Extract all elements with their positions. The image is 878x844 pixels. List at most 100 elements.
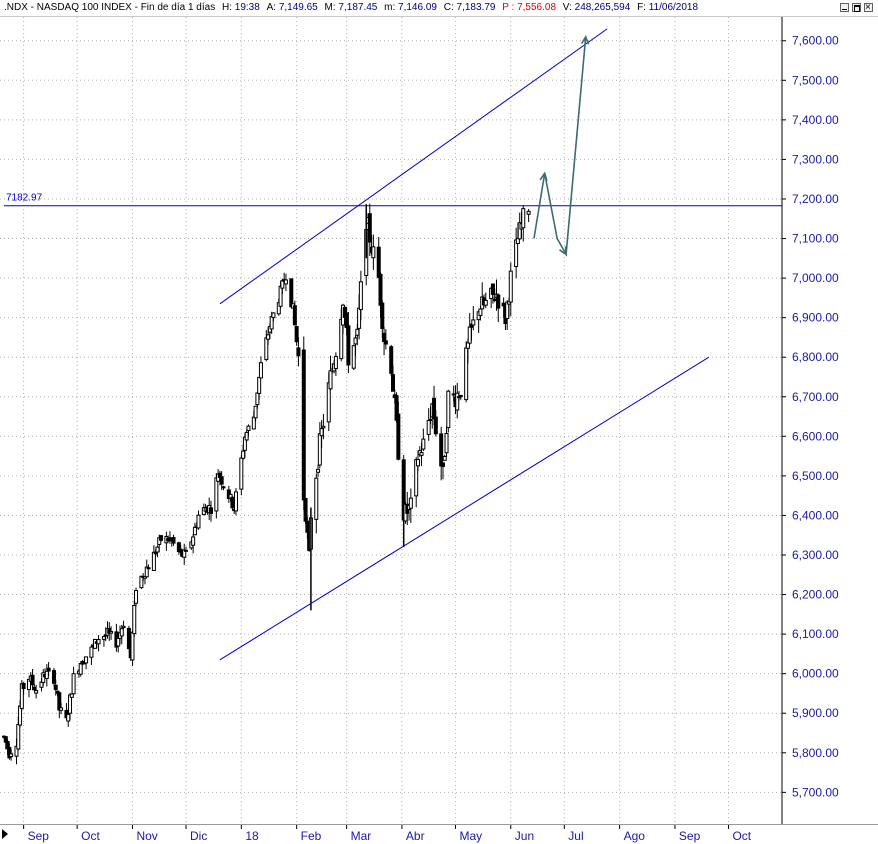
candle-body <box>246 425 251 431</box>
volume-value: 248,265,594 <box>574 2 631 13</box>
p-value: 7,556.08 <box>517 2 557 13</box>
hour-label: H: <box>221 2 232 13</box>
chart-title-bar: .NDX - NASDAQ 100 INDEX - Fin de día 1 d… <box>0 0 878 17</box>
x-axis: Sep Oct Nov Dic 18 Feb Mar Abr May Jun Jul Ago Sep Oc… <box>23 825 752 843</box>
candle-body <box>378 273 383 306</box>
y-tick-label: 7,300.00 <box>792 152 839 166</box>
candle-body <box>241 450 246 459</box>
x-axis-bar: Sep Oct Nov Dic 18 Feb Mar Abr May Jun Jul Ago Sep Oc… <box>0 824 878 844</box>
candle-body <box>492 298 497 301</box>
candle-body <box>253 405 258 419</box>
candle-body <box>219 476 224 485</box>
y-tick-label: 7,100.00 <box>792 232 839 246</box>
symbol-label: .NDX - NASDAQ 100 INDEX - Fin de día 1 d… <box>4 2 216 13</box>
candle-body <box>458 394 463 398</box>
candle-body <box>380 302 385 329</box>
candle-body <box>21 682 26 690</box>
candle-body <box>96 639 101 645</box>
candle-body <box>130 631 135 661</box>
candle-body <box>44 670 49 679</box>
candle-body <box>478 308 483 316</box>
channel-lower-line <box>219 356 710 661</box>
candlestick-series <box>2 203 531 765</box>
y-axis: 5,700.00 5,800.00 5,900.00 6,000.00 6,100.00… <box>781 17 839 824</box>
candle-body <box>208 507 213 514</box>
candle-body <box>278 285 283 307</box>
y-tick-label: 7,000.00 <box>792 271 839 285</box>
candle-body <box>230 496 235 509</box>
candle-body <box>144 566 149 578</box>
candle-body <box>391 374 395 392</box>
x-tick-label: 18 <box>245 829 259 843</box>
scroll-right-icon[interactable] <box>2 829 8 839</box>
candle-body <box>444 432 449 454</box>
projection-arrowhead <box>539 171 548 182</box>
candle-body <box>408 497 413 509</box>
candle-body <box>66 713 71 722</box>
candle-body <box>376 246 381 278</box>
y-tick-label: 6,400.00 <box>792 508 839 522</box>
hour-value: 19:38 <box>234 2 260 13</box>
candle-body <box>53 684 58 690</box>
y-tick-label: 6,500.00 <box>792 469 839 483</box>
candle-body <box>526 210 531 215</box>
candle-body <box>116 637 121 647</box>
candle-body <box>139 575 144 589</box>
x-tick-label: Oct <box>81 829 100 843</box>
candle-body <box>357 307 362 329</box>
candle-body <box>471 319 476 326</box>
close-button[interactable] <box>864 0 873 16</box>
candle-body <box>258 362 263 379</box>
candle-body <box>490 283 495 295</box>
volume-label: V: <box>562 2 572 13</box>
candle-body <box>389 346 394 374</box>
projection-line <box>533 36 587 257</box>
candle-body <box>159 535 164 541</box>
candle-body <box>367 213 372 243</box>
x-tick-label: Ago <box>624 829 646 843</box>
candle-body <box>239 457 244 490</box>
candle-body <box>303 497 308 522</box>
high-value: 7,187.45 <box>338 2 378 13</box>
candle-body <box>317 433 322 466</box>
candle-body <box>439 433 444 467</box>
candle-body <box>496 294 501 309</box>
y-tick-label: 6,600.00 <box>792 429 839 443</box>
x-tick-label: Jul <box>568 829 583 843</box>
low-value: 7,146.09 <box>398 2 437 13</box>
candle-body <box>51 670 56 684</box>
candle-body <box>351 345 356 369</box>
candle-body <box>266 334 271 340</box>
candle-body <box>358 281 363 311</box>
candle-body <box>233 491 238 512</box>
x-tick-label: Sep <box>679 829 701 843</box>
candle-body <box>132 605 137 635</box>
candle-body <box>428 418 433 421</box>
candle-body <box>442 456 447 461</box>
y-tick-label: 5,700.00 <box>792 785 839 799</box>
candle-body <box>383 340 388 345</box>
y-tick-label: 7,400.00 <box>792 113 839 127</box>
candle-body <box>419 452 424 456</box>
y-tick-label: 6,900.00 <box>792 311 839 325</box>
candle-body <box>34 690 39 694</box>
x-tick-label: Mar <box>351 829 372 843</box>
channel-upper-line <box>219 28 608 305</box>
candle-body <box>9 753 14 758</box>
candle-body <box>16 723 21 750</box>
candle-body <box>455 392 460 411</box>
minimize-button[interactable] <box>840 3 849 12</box>
y-tick-label: 6,100.00 <box>792 627 839 641</box>
trendlines: 7182.97 <box>4 28 782 661</box>
price-chart: 7182.97 5,700.00 5,800.00 5,900.00 6,000.00… <box>0 17 839 824</box>
candle-body <box>214 477 219 512</box>
candle-body <box>483 299 488 306</box>
candle-body <box>301 349 306 501</box>
maximize-button[interactable] <box>852 3 861 12</box>
candle-body <box>464 347 469 401</box>
x-tick-label: Abr <box>406 829 425 843</box>
open-label: A: <box>266 2 277 13</box>
candle-body <box>321 425 326 429</box>
candle-body <box>101 636 106 640</box>
candle-body <box>426 419 431 435</box>
